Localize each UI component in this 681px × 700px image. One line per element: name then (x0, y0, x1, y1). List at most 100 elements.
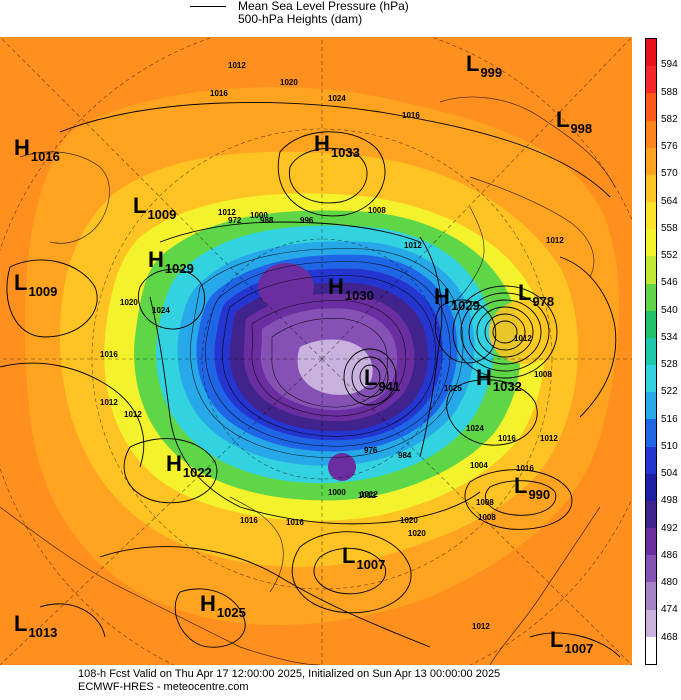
isobar-label: 1008 (478, 513, 496, 522)
isobar-label: 1020 (408, 529, 426, 538)
colorbar-label: 564 (661, 195, 678, 207)
colorbar-segment (646, 229, 656, 257)
low-pressure-center: L1009 (14, 270, 58, 299)
isobar-label: 1016 (240, 516, 258, 525)
isobar-label: 1000 (328, 488, 346, 497)
isobar-label: 1024 (328, 94, 346, 103)
isobar-label: 1016 (498, 434, 516, 443)
isobar-label: 1012 (404, 241, 422, 250)
colorbar-segment (646, 609, 656, 637)
pressure-center-value: 1032 (492, 379, 522, 394)
pressure-center-value: 1033 (330, 145, 360, 160)
footer: 108-h Fcst Valid on Thu Apr 17 12:00:00 … (78, 668, 500, 694)
colorbar-label: 504 (661, 468, 678, 480)
low-pressure-center: L999 (466, 51, 502, 80)
isobar-label: 1016 (286, 518, 304, 527)
map-canvas (0, 37, 632, 665)
isobar-label: 996 (300, 216, 314, 225)
isobar-label: 1012 (358, 491, 376, 500)
colorbar-segment (646, 283, 656, 311)
pressure-center-value: 1029 (450, 298, 480, 313)
low-pressure-center: L1007 (550, 627, 593, 656)
pressure-center-letter: L (466, 51, 480, 76)
pressure-center-letter: H (476, 365, 492, 390)
legend: Mean Sea Level Pressure (hPa) 500-hPa He… (190, 0, 409, 34)
isobar-label: 1012 (540, 434, 558, 443)
pressure-center-value: 1013 (28, 625, 58, 640)
isobar-label: 1020 (400, 516, 418, 525)
isobar-label: 1008 (476, 498, 494, 507)
isobar-label: 1012 (514, 334, 532, 343)
isobar-label: 1012 (360, 490, 378, 499)
isobar-label: 1025 (444, 384, 462, 393)
low-pressure-center: L1009 (133, 193, 176, 222)
pressure-center-letter: L (514, 473, 528, 498)
colorbar-segment (646, 500, 656, 529)
colorbar-segment (646, 528, 656, 556)
isobar-label: 1012 (124, 410, 142, 419)
pressure-center-letter: H (166, 451, 182, 476)
pressure-center-letter: H (200, 591, 216, 616)
colorbar-labels: 594 588 582 576 570 564 558 552 546 540 534 528 522 5… (661, 38, 681, 665)
high-pressure-center: H1033 (314, 131, 360, 160)
colorbar-segment (646, 39, 656, 67)
low-pressure-center: L1007 (342, 543, 386, 572)
pressure-center-letter: L (133, 193, 147, 218)
legend-label-heights: 500-hPa Heights (dam) (238, 12, 363, 26)
colorbar-label: 516 (661, 413, 678, 425)
colorbar-segment (646, 473, 656, 501)
high-pressure-center: H1029 (148, 247, 194, 276)
pressure-center-letter: H (314, 131, 330, 156)
pressure-center-letter: L (364, 365, 378, 390)
isobar-label: 1024 (466, 424, 484, 433)
colorbar-segment (646, 202, 656, 230)
pressure-center-letter: L (342, 543, 356, 568)
colorbar-segment (646, 310, 656, 338)
pressure-center-value: 1009 (28, 284, 58, 299)
isobar-label: 1012 (100, 398, 118, 407)
colorbar-segment (646, 392, 656, 420)
pressure-center-value: 941 (378, 379, 401, 394)
low-pressure-center: L941 (364, 365, 401, 394)
legend-line-icon (190, 6, 226, 7)
colorbar-label: 576 (661, 141, 678, 153)
pressure-center-value: 1025 (216, 605, 246, 620)
pressure-center-value: 998 (570, 121, 593, 136)
high-pressure-center: H1029 (434, 284, 480, 313)
high-pressure-center: H1025 (200, 591, 246, 620)
height-contours (190, 248, 464, 458)
legend-row-pressure: Mean Sea Level Pressure (hPa) (190, 0, 409, 13)
isobar-label: 1020 (120, 298, 138, 307)
colorbar-label: 522 (661, 386, 678, 398)
pressure-center-letter: H (148, 247, 164, 272)
isobar-label: 1012 (546, 236, 564, 245)
high-pressure-center: H1032 (476, 365, 522, 394)
colorbar-label: 588 (661, 86, 678, 98)
footer-valid-time: 108-h Fcst Valid on Thu Apr 17 12:00:00 … (78, 668, 501, 680)
colorbar-label: 546 (661, 277, 678, 289)
colorbar-label: 474 (661, 604, 678, 616)
pressure-center-value: 990 (528, 487, 551, 502)
isobar-label: 1024 (152, 306, 170, 315)
isobar-label: 976 (364, 446, 378, 455)
pressure-center-value: 978 (532, 294, 555, 309)
colorbar (645, 38, 657, 665)
colorbar-segment (646, 66, 656, 94)
pressure-center-value: 1007 (356, 557, 386, 572)
isobar-label: 972 (228, 216, 242, 225)
pressure-center-letter: L (14, 611, 28, 636)
isobar-label: 988 (260, 216, 274, 225)
colorbar-segment (646, 93, 656, 121)
colorbar-label: 540 (661, 304, 678, 316)
high-pressure-center: H1016 (14, 135, 60, 164)
colorbar-label: 552 (661, 250, 678, 262)
isobar-label: 1012 (218, 208, 236, 217)
colorbar-segment (646, 582, 656, 610)
weather-map: 1012 1016 1020 1024 1016 1000 1012 1008 1012 1020… (0, 37, 632, 665)
pressure-center-letter: H (328, 274, 344, 299)
colorbar-segment (646, 174, 656, 203)
isobar-label: 1012 (228, 61, 246, 70)
isobar-label: 1020 (280, 78, 298, 87)
graticule (0, 37, 632, 665)
pressure-center-letter: H (14, 135, 30, 160)
